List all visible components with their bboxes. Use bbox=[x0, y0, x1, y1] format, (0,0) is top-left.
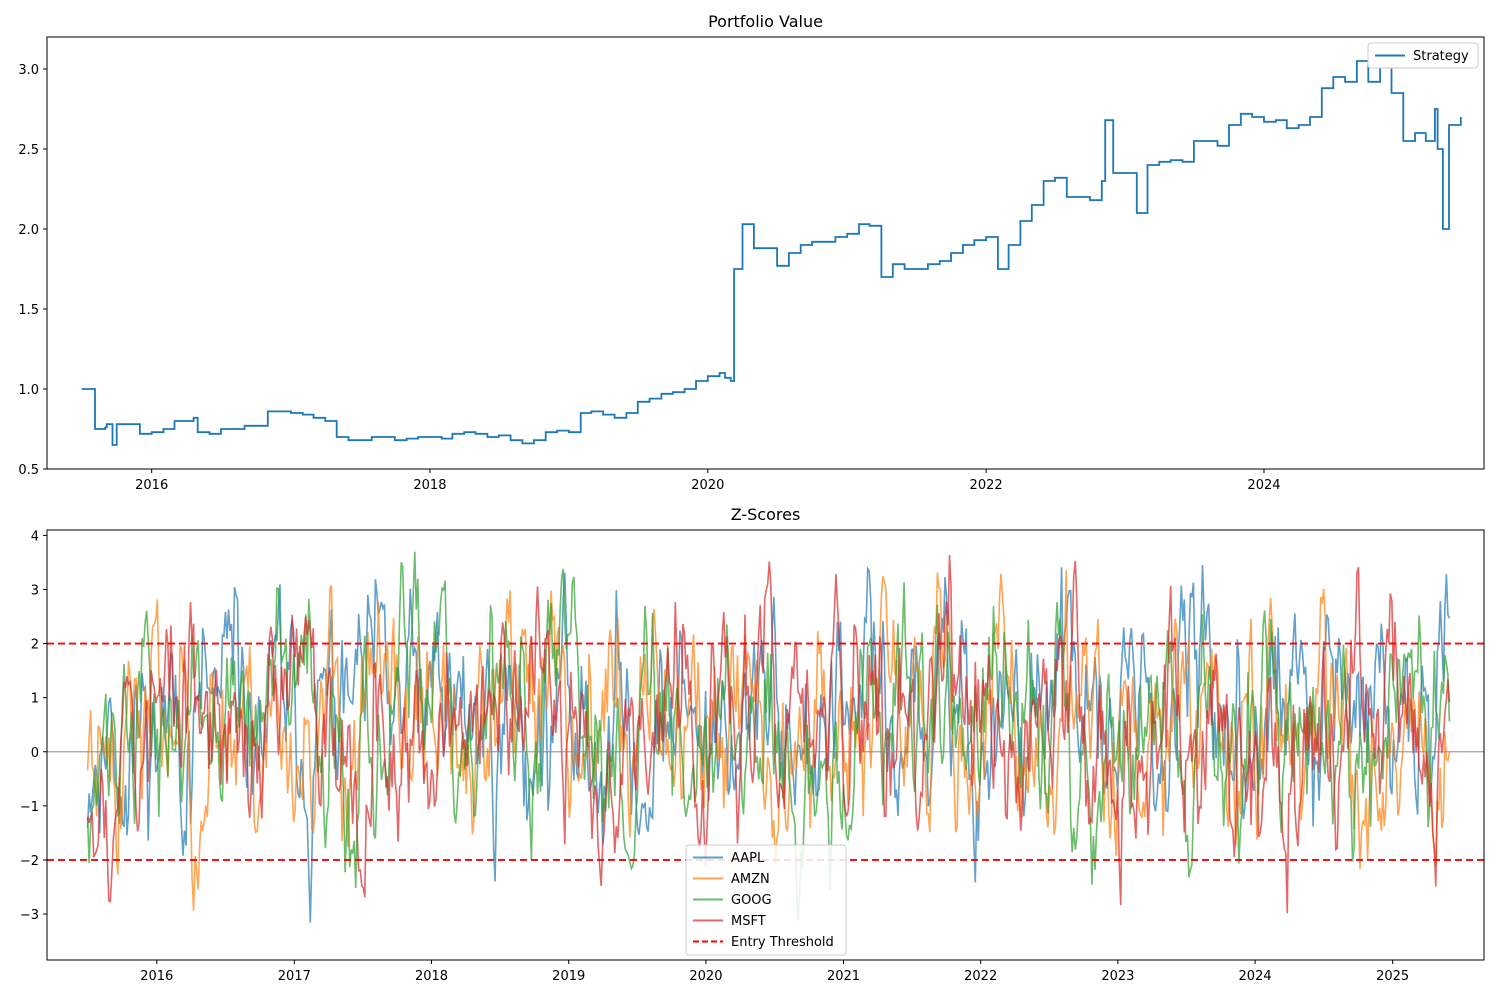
legend-label-aapl: AAPL bbox=[731, 851, 765, 866]
x-axis: 2016 2017 2018 2019 2020 2021 2022 2023 2024 2025 bbox=[140, 960, 1409, 984]
legend: Strategy bbox=[1367, 42, 1479, 69]
y-tick-label: 0.5 bbox=[18, 463, 39, 478]
chart-title: Portfolio Value bbox=[708, 12, 823, 31]
portfolio-value-panel: Portfolio Value 0.51.01.52.02.53.0 2016 2… bbox=[18, 12, 1485, 493]
legend-box bbox=[685, 844, 847, 956]
series-line-msft bbox=[86, 554, 1451, 914]
plot-frame bbox=[46, 529, 1485, 961]
legend-label-goog: GOOG bbox=[731, 893, 772, 908]
series-line-amzn bbox=[86, 570, 1451, 911]
y-tick-label: 2.5 bbox=[18, 143, 39, 158]
x-tick-label: 2018 bbox=[415, 969, 448, 984]
y-tick-label: 0 bbox=[31, 746, 39, 761]
x-tick-label: 2024 bbox=[1247, 478, 1280, 493]
x-tick-label: 2016 bbox=[135, 478, 168, 493]
x-tick-label: 2016 bbox=[140, 969, 173, 984]
y-tick-label: 3.0 bbox=[18, 63, 39, 78]
x-tick-label: 2020 bbox=[689, 969, 722, 984]
x-tick-label: 2022 bbox=[970, 478, 1003, 493]
y-tick-label: 1.0 bbox=[18, 383, 39, 398]
y-tick-label: −2 bbox=[20, 854, 39, 869]
x-tick-label: 2019 bbox=[552, 969, 585, 984]
y-tick-label: 3 bbox=[31, 583, 39, 598]
legend-label-entry-threshold: Entry Threshold bbox=[731, 935, 834, 950]
legend-box bbox=[1367, 42, 1479, 69]
series-line-strategy bbox=[81, 56, 1462, 446]
y-axis: 0.5 1.0 1.5 2.0 2.5 3.0 bbox=[18, 63, 47, 478]
y-tick-label: −3 bbox=[20, 908, 39, 923]
y-tick-label: 2.0 bbox=[18, 223, 39, 238]
legend-label-amzn: AMZN bbox=[731, 872, 770, 887]
legend-label-strategy: Strategy bbox=[1413, 49, 1469, 64]
x-tick-label: 2017 bbox=[278, 969, 311, 984]
y-tick-label: 4 bbox=[31, 529, 39, 544]
series-group bbox=[81, 56, 1462, 446]
chart-title: Z-Scores bbox=[731, 505, 801, 524]
series-group bbox=[86, 551, 1451, 923]
x-tick-label: 2023 bbox=[1101, 969, 1134, 984]
x-tick-label: 2022 bbox=[964, 969, 997, 984]
x-tick-label: 2025 bbox=[1376, 969, 1409, 984]
y-tick-label: −1 bbox=[20, 800, 39, 815]
x-axis: 2016 2018 2020 2022 2024 bbox=[135, 469, 1281, 493]
y-tick-label: 1.5 bbox=[18, 303, 39, 318]
x-tick-label: 2021 bbox=[827, 969, 860, 984]
legend: AAPL AMZN GOOG MSFT Entry Threshold bbox=[685, 844, 847, 956]
y-tick-label: 1 bbox=[31, 692, 39, 707]
x-tick-label: 2020 bbox=[691, 478, 724, 493]
y-axis: −3 −2 −1 0 1 2 3 4 bbox=[20, 529, 47, 923]
plot-frame bbox=[46, 36, 1485, 470]
x-tick-label: 2018 bbox=[413, 478, 446, 493]
y-tick-label: 2 bbox=[31, 638, 39, 653]
z-scores-panel: Z-Scores −3 −2 −1 0 1 2 3 4 2016 2017 2018 2019 202… bbox=[20, 505, 1485, 984]
legend-label-msft: MSFT bbox=[731, 914, 766, 929]
x-tick-label: 2024 bbox=[1239, 969, 1272, 984]
